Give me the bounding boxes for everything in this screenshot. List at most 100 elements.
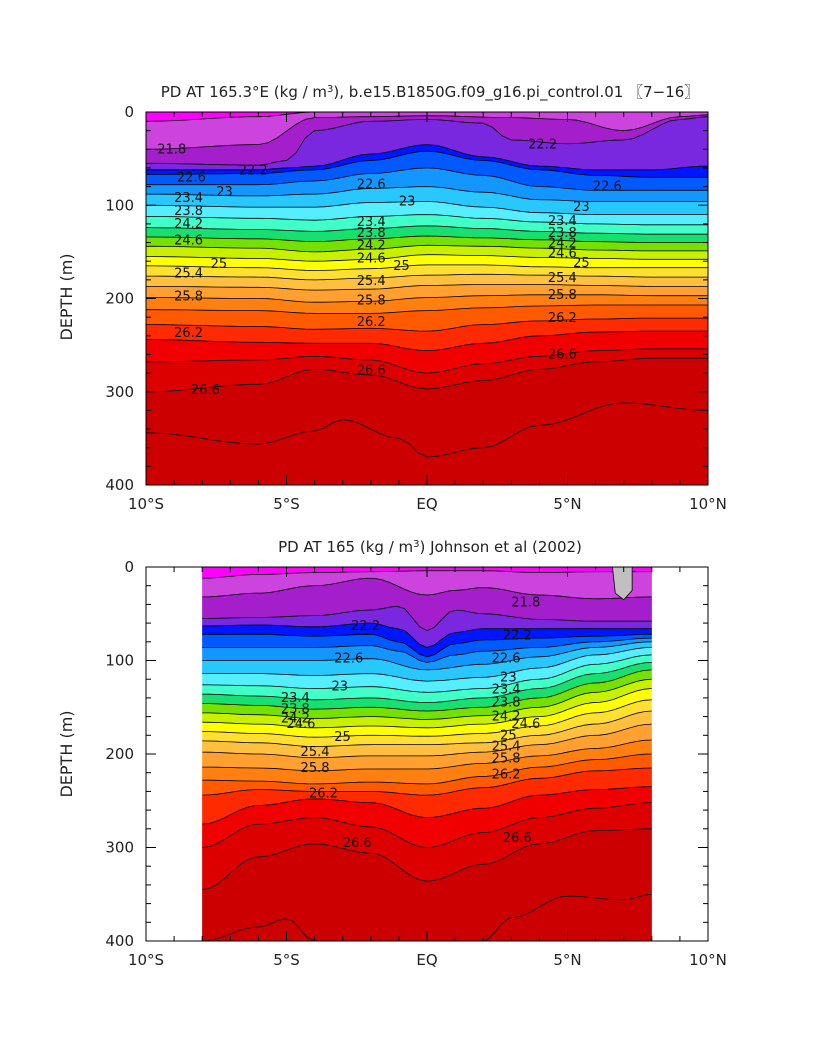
contour-label: 21.8 bbox=[157, 142, 186, 157]
contour-line bbox=[202, 753, 652, 785]
x-tick-label: EQ bbox=[416, 951, 437, 969]
contour-label: 26.2 bbox=[174, 326, 203, 341]
y-tick-label: 0 bbox=[124, 103, 134, 121]
contour-label: 25.4 bbox=[357, 274, 386, 289]
contour-line bbox=[202, 739, 652, 772]
contour-line bbox=[146, 214, 708, 226]
contour-label: 25 bbox=[573, 256, 590, 271]
contour-label: 25.4 bbox=[492, 740, 521, 755]
contour-label: 24.6 bbox=[174, 234, 203, 249]
contour-line bbox=[146, 317, 708, 332]
contour-label: 23 bbox=[573, 200, 590, 215]
contour-label: 22.6 bbox=[357, 178, 386, 193]
contour-label: 26.6 bbox=[191, 383, 220, 398]
contour-line bbox=[146, 402, 708, 458]
contour-label: 22.6 bbox=[177, 170, 206, 185]
contour-line bbox=[146, 330, 708, 352]
contour-label: 24.2 bbox=[492, 710, 521, 725]
contour-label: 23.8 bbox=[357, 226, 386, 241]
contour-line bbox=[146, 284, 708, 291]
contour-line bbox=[146, 167, 708, 191]
contour-label: 24.2 bbox=[281, 711, 310, 726]
contour-label: 25.4 bbox=[174, 266, 203, 281]
contour-label: 25 bbox=[500, 728, 517, 743]
contour-line bbox=[146, 348, 708, 374]
contour-label: 25 bbox=[393, 259, 410, 274]
contour-label: 23.4 bbox=[548, 214, 577, 229]
contour-line bbox=[146, 273, 708, 281]
panel-model-title: PD AT 165.3°E (kg / m3), b.e15.B1850G.f0… bbox=[161, 83, 700, 102]
y-tick-label: 200 bbox=[105, 745, 134, 763]
x-tick-label: 5°S bbox=[273, 951, 300, 969]
contour-label: 23 bbox=[331, 680, 348, 695]
contour-line bbox=[202, 633, 652, 658]
contour-label: 26.6 bbox=[548, 347, 577, 362]
contour-label: 21.8 bbox=[511, 596, 540, 611]
contour-label: 26.6 bbox=[503, 831, 532, 846]
contour-label: 26.2 bbox=[548, 311, 577, 326]
contour-line bbox=[202, 802, 652, 848]
y-tick-label: 100 bbox=[105, 196, 134, 214]
contour-label: 23 bbox=[216, 185, 233, 200]
panel-obs: PD AT 165 (kg / m3) Johnson et al (2002)… bbox=[57, 538, 727, 969]
contour-label: 24.6 bbox=[357, 251, 386, 266]
contour-line bbox=[146, 112, 708, 122]
panel-obs-title: PD AT 165 (kg / m3) Johnson et al (2002) bbox=[278, 538, 582, 556]
contour-line bbox=[146, 304, 708, 314]
contour-line bbox=[146, 357, 708, 393]
panel-model-ylabel: DEPTH (m) bbox=[57, 253, 76, 340]
contour-label: 26.2 bbox=[357, 315, 386, 330]
contour-line bbox=[202, 662, 652, 704]
contour-label: 26.6 bbox=[343, 836, 372, 851]
x-tick-label: 10°S bbox=[128, 951, 164, 969]
contour-label: 23.8 bbox=[548, 226, 577, 241]
contour-label: 23.4 bbox=[281, 691, 310, 706]
panel-model-axes: 10°S 5°S EQ 5°N 10°N 0 100 200 300 400 bbox=[105, 103, 727, 513]
contour-line bbox=[202, 710, 652, 747]
contour-line bbox=[146, 150, 708, 178]
contour-line bbox=[202, 577, 652, 600]
panel-model: PD AT 165.3°E (kg / m3), b.e15.B1850G.f0… bbox=[57, 83, 727, 513]
contour-line bbox=[202, 688, 652, 729]
contour-label: 23.8 bbox=[492, 696, 521, 711]
contour-label: 23.4 bbox=[357, 215, 386, 230]
contour-line bbox=[202, 622, 652, 648]
contour-label: 24.6 bbox=[511, 717, 540, 732]
contour-label: 26.2 bbox=[492, 768, 521, 783]
contour-label: 25.8 bbox=[357, 293, 386, 308]
x-tick-label: 5°N bbox=[553, 495, 581, 513]
contour-label: 25 bbox=[211, 257, 228, 272]
contour-label: 25.8 bbox=[301, 761, 330, 776]
y-tick-label: 400 bbox=[105, 932, 134, 950]
y-tick-label: 100 bbox=[105, 652, 134, 670]
contour-label: 23.4 bbox=[174, 191, 203, 206]
contour-label: 23 bbox=[500, 670, 517, 685]
contour-line bbox=[146, 225, 708, 235]
contour-line bbox=[146, 294, 708, 303]
contour-fill-group bbox=[146, 112, 708, 485]
contour-line bbox=[146, 144, 708, 171]
contour-label: 24.2 bbox=[357, 238, 386, 253]
contour-line bbox=[146, 235, 708, 243]
contour-line bbox=[202, 723, 652, 759]
y-tick-label: 0 bbox=[124, 558, 134, 576]
contour-label: 23.8 bbox=[174, 204, 203, 219]
contour-line bbox=[202, 641, 652, 671]
contour-label: 22.6 bbox=[593, 180, 622, 195]
missing-data-patch bbox=[612, 567, 633, 601]
contour-line bbox=[202, 678, 652, 720]
contour-label: 25.4 bbox=[301, 745, 330, 760]
contour-label: 22.6 bbox=[492, 652, 521, 667]
panel-obs-axes: 10°S 5°S EQ 5°N 10°N 0 100 200 300 400 bbox=[105, 558, 727, 969]
contour-line bbox=[202, 893, 652, 941]
contour-label: 25.8 bbox=[548, 288, 577, 303]
contour-label: 24.2 bbox=[548, 236, 577, 251]
y-tick-label: 400 bbox=[105, 476, 134, 494]
contour-label: 24.6 bbox=[548, 247, 577, 262]
x-tick-label: 5°S bbox=[273, 495, 300, 513]
contour-label: 25.8 bbox=[492, 752, 521, 767]
contour-label: 22.6 bbox=[334, 652, 363, 667]
x-tick-label: 10°N bbox=[689, 951, 727, 969]
